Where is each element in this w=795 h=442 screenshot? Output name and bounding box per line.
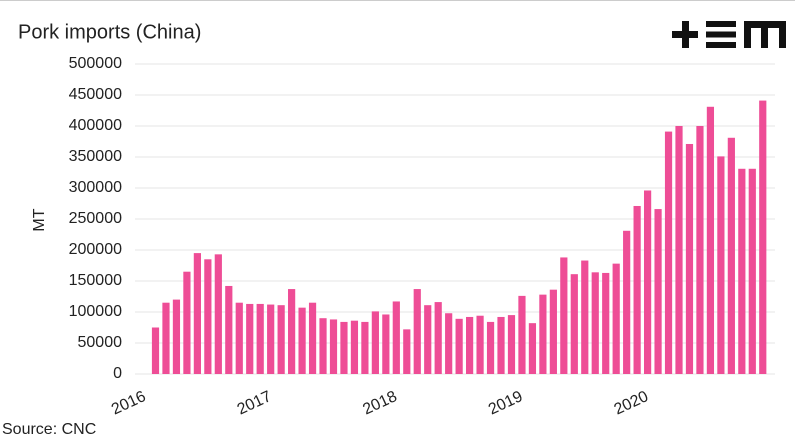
y-tick-label: 350000 — [69, 148, 122, 165]
bar — [759, 100, 767, 374]
bar — [507, 315, 516, 374]
bar — [685, 143, 694, 374]
bar — [466, 316, 474, 374]
bar — [350, 320, 359, 374]
bar — [162, 302, 170, 374]
bar — [183, 271, 191, 374]
bar — [392, 301, 400, 374]
bar — [214, 254, 222, 374]
bar — [204, 259, 212, 374]
logo — [672, 21, 786, 48]
bar — [413, 289, 421, 374]
bar — [654, 209, 662, 374]
bar — [403, 329, 411, 374]
bar — [664, 131, 673, 374]
y-tick-label: 0 — [113, 365, 122, 382]
bar — [235, 302, 243, 374]
bar — [298, 307, 306, 374]
bar — [643, 190, 652, 374]
bar — [382, 314, 390, 374]
chart-title: Pork imports (China) — [18, 21, 201, 43]
bar — [748, 168, 756, 374]
bar — [193, 253, 201, 374]
y-tick-label: 450000 — [69, 86, 122, 103]
bar — [560, 257, 568, 374]
y-tick-label: 200000 — [69, 241, 122, 258]
bar — [549, 289, 557, 374]
bar — [361, 321, 369, 374]
bar — [633, 205, 641, 374]
bar — [539, 294, 547, 374]
bar — [528, 323, 537, 374]
bar — [455, 318, 463, 374]
bar — [371, 311, 379, 374]
bar — [486, 321, 495, 374]
y-axis-label: MT — [31, 208, 48, 231]
bar — [675, 126, 683, 374]
bar — [424, 305, 432, 374]
bar — [319, 318, 327, 374]
bar — [623, 230, 631, 374]
y-tick-label: 150000 — [69, 272, 122, 289]
bar — [706, 106, 715, 374]
bar — [738, 168, 746, 374]
bar — [497, 316, 505, 374]
x-tick-label: 2020 — [612, 388, 652, 419]
bar — [717, 156, 725, 374]
bar — [445, 313, 453, 374]
y-tick-label: 100000 — [69, 303, 122, 320]
bar — [476, 315, 484, 374]
x-tick-label: 2019 — [486, 388, 526, 419]
bar — [288, 289, 296, 374]
x-tick-label: 2017 — [235, 388, 275, 419]
bar — [581, 260, 589, 374]
bar — [727, 137, 735, 374]
bar — [308, 302, 317, 374]
bar — [696, 126, 704, 374]
bar — [570, 274, 578, 374]
y-tick-label: 250000 — [69, 210, 122, 227]
bar — [225, 285, 233, 374]
bar — [612, 263, 620, 374]
bar — [434, 302, 442, 374]
bar — [591, 272, 599, 374]
y-tick-label: 300000 — [69, 179, 122, 196]
y-tick-label: 500000 — [69, 55, 122, 72]
bar — [277, 305, 285, 374]
source: Source: CNC — [2, 421, 96, 438]
x-tick-label: 2016 — [109, 388, 149, 419]
bar — [329, 319, 338, 374]
bar — [246, 303, 254, 374]
bar — [151, 327, 160, 374]
bar — [340, 321, 348, 374]
bar — [518, 295, 526, 374]
x-tick-label: 2018 — [360, 388, 400, 419]
y-tick-label: 400000 — [69, 117, 122, 134]
bar — [256, 303, 264, 374]
y-tick-label: 50000 — [78, 334, 123, 351]
bar — [602, 272, 610, 374]
bar — [172, 299, 181, 374]
bar — [267, 304, 275, 374]
